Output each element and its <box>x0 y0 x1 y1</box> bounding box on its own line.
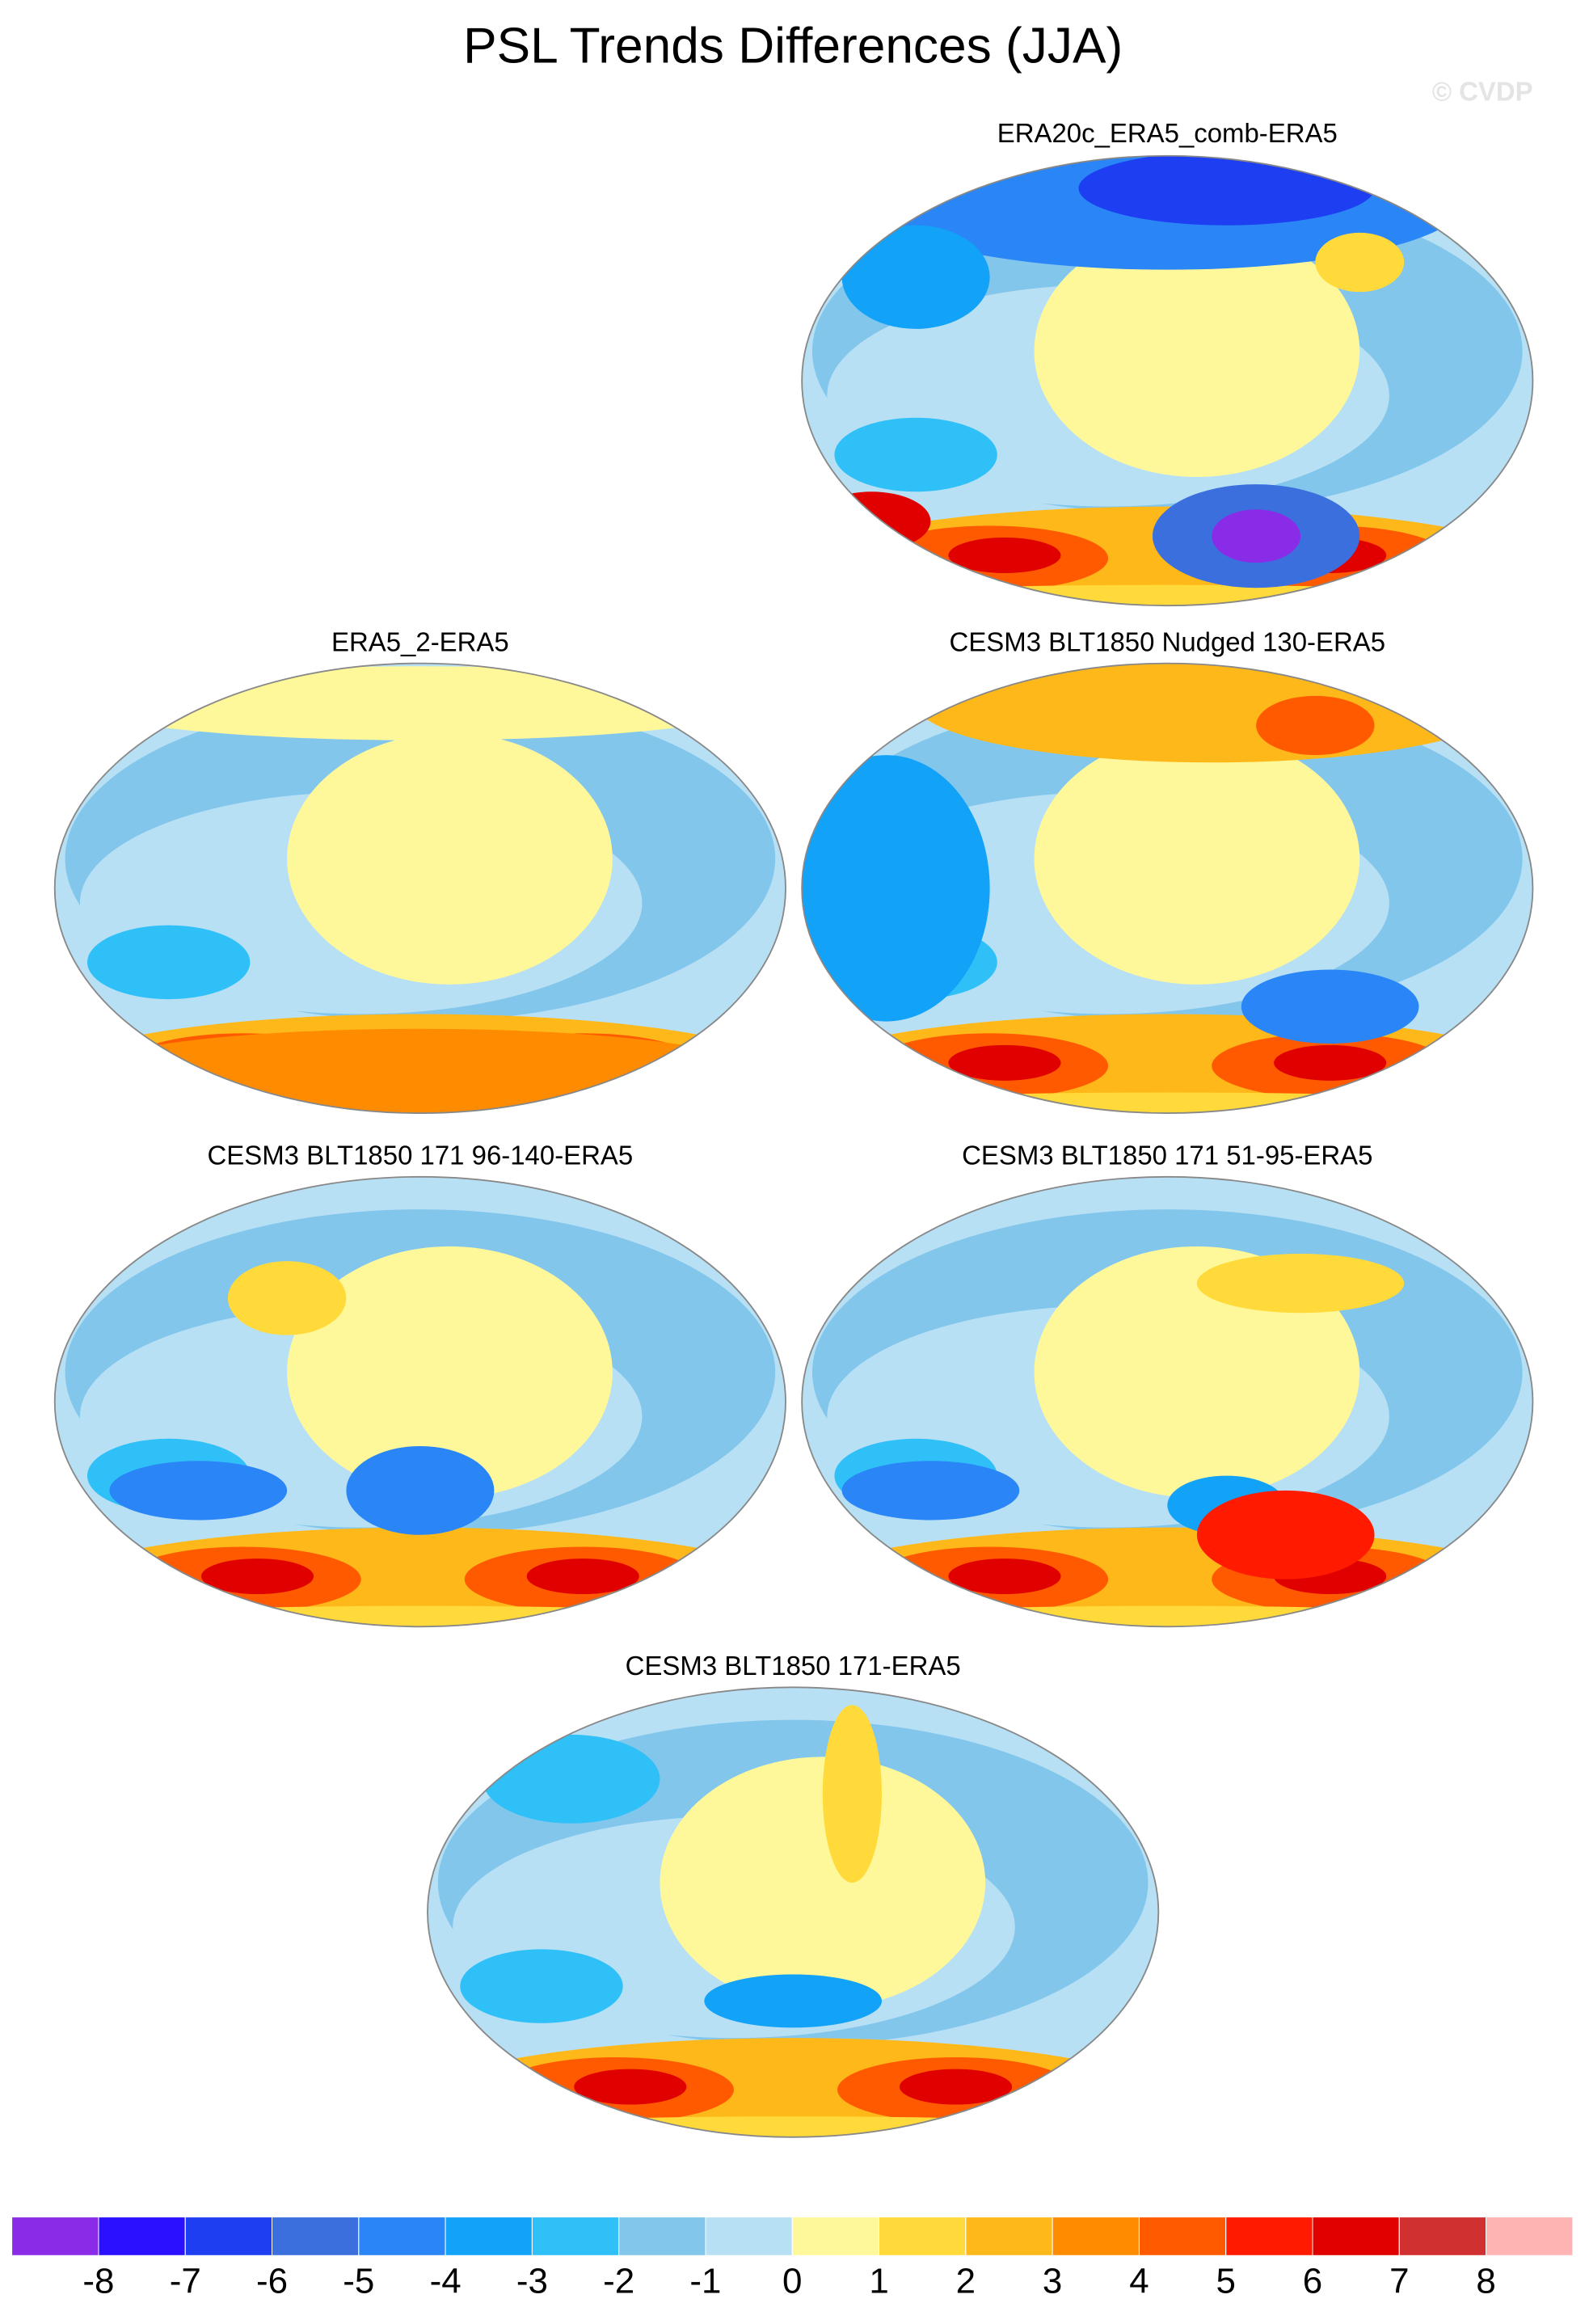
map-outline <box>801 1175 1534 1628</box>
map-field <box>1034 225 1360 477</box>
map-field <box>704 1974 883 2028</box>
colorbar-box <box>791 2216 880 2256</box>
map-field <box>948 1044 1061 1081</box>
map-field <box>79 1028 761 1114</box>
map-field <box>109 1461 288 1521</box>
map-field <box>227 1261 347 1335</box>
map-field <box>346 1445 495 1535</box>
map-outline <box>801 662 1534 1115</box>
colorbar-box <box>531 2216 620 2256</box>
colorbar-tick-label: 3 <box>1043 2262 1062 2301</box>
map-field <box>200 1558 314 1595</box>
colorbar-box <box>184 2216 272 2256</box>
map-field <box>1196 1490 1375 1580</box>
colorbar-box <box>705 2216 793 2256</box>
map-field <box>87 925 251 1000</box>
map-panel <box>802 1176 1533 1627</box>
map-field <box>834 417 997 492</box>
map-field <box>948 1558 1061 1595</box>
colorbar-tick-label: -3 <box>516 2262 548 2301</box>
map-field <box>899 2069 1013 2105</box>
map-panel <box>428 1687 1159 2137</box>
panel-title: CESM3 BLT1850 Nudged 130-ERA5 <box>950 627 1386 657</box>
colorbar-tick-label: 6 <box>1303 2262 1322 2301</box>
map-field <box>802 1605 1533 1627</box>
map-panel <box>54 1176 786 1627</box>
colorbar-tick-label: 7 <box>1389 2262 1409 2301</box>
colorbar-tick-label: -7 <box>170 2262 201 2301</box>
map-outline <box>53 1175 786 1628</box>
map-field <box>1212 509 1301 563</box>
colorbar-tick-label: 0 <box>782 2262 802 2301</box>
colorbar-tick-label: 2 <box>956 2262 976 2301</box>
map-field <box>802 755 990 1022</box>
colorbar-box <box>965 2216 1053 2256</box>
map-field <box>916 663 1508 763</box>
map-field <box>822 1705 883 1883</box>
colorbar-tick-label: -1 <box>689 2262 721 2301</box>
map-field <box>948 538 1061 573</box>
colorbar-tick-label: -8 <box>82 2262 114 2301</box>
panel-title: ERA5_2-ERA5 <box>331 627 509 657</box>
colorbar-box <box>445 2216 533 2256</box>
map-field <box>660 1757 986 2009</box>
map-field <box>287 1246 613 1499</box>
colorbar-box <box>1138 2216 1227 2256</box>
figure-title: PSL Trends Differences (JJA) <box>463 18 1123 74</box>
map-panel <box>802 663 1533 1114</box>
map-panel <box>802 155 1533 606</box>
colorbar-tick-label: -2 <box>603 2262 634 2301</box>
map-field <box>428 2116 1159 2137</box>
colorbar-tick-label: 8 <box>1476 2262 1495 2301</box>
colorbar-box <box>1312 2216 1400 2256</box>
map-field <box>54 1527 786 1627</box>
map-field <box>1196 1253 1405 1314</box>
map-field <box>841 1461 1020 1521</box>
colorbar-box <box>272 2216 360 2256</box>
map-field <box>287 732 613 985</box>
map-field <box>802 1014 1533 1114</box>
map-field <box>1241 969 1419 1044</box>
map-field <box>1274 1044 1387 1081</box>
colorbar-tick-label: 5 <box>1216 2262 1235 2301</box>
map-field <box>802 1527 1533 1627</box>
map-field <box>802 584 1533 606</box>
colorbar-box <box>98 2216 186 2256</box>
colorbar-box <box>1398 2216 1487 2256</box>
panel-title: CESM3 BLT1850 171-ERA5 <box>626 1651 961 1681</box>
panel-title: ERA20c_ERA5_comb-ERA5 <box>997 118 1338 148</box>
map-outline <box>53 662 786 1115</box>
map-field <box>1256 695 1375 756</box>
map-field <box>460 1949 623 2023</box>
colorbar-tick-label: 4 <box>1129 2262 1149 2301</box>
map-field <box>54 1605 786 1627</box>
colorbar-tick-label: -5 <box>343 2262 374 2301</box>
colorbar-tick-label: -6 <box>256 2262 288 2301</box>
colorbar-box <box>618 2216 706 2256</box>
colorbar-tick-label: 1 <box>869 2262 888 2301</box>
map-outline <box>427 1686 1160 2138</box>
panel-title: CESM3 BLT1850 171 96-140-ERA5 <box>208 1141 634 1170</box>
map-field <box>526 1558 639 1595</box>
watermark: © CVDP <box>1432 77 1533 107</box>
colorbar-box <box>879 2216 967 2256</box>
colorbar-box <box>358 2216 446 2256</box>
panel-title: CESM3 BLT1850 171 51-95-ERA5 <box>962 1141 1372 1170</box>
map-field <box>482 1734 660 1824</box>
colorbar-box <box>1486 2216 1574 2256</box>
colorbar-box <box>1052 2216 1140 2256</box>
map-outline <box>801 154 1534 607</box>
map-field <box>79 666 761 740</box>
map-field <box>1034 732 1360 985</box>
map-field <box>1078 155 1375 226</box>
map-field <box>841 225 990 329</box>
colorbar-box <box>1225 2216 1313 2256</box>
map-field <box>802 1092 1533 1114</box>
colorbar-tick-label: -4 <box>430 2262 462 2301</box>
map-field <box>1315 232 1405 293</box>
colorbar-box <box>11 2216 99 2256</box>
map-field <box>428 2038 1159 2137</box>
map-field <box>574 2069 687 2105</box>
